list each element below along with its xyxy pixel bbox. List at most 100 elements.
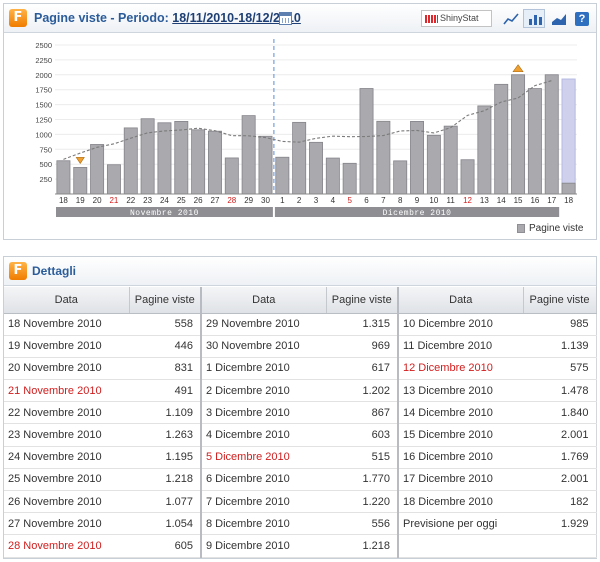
bar [342,162,357,195]
date-cell: Previsione per oggi [398,512,523,536]
bar [561,182,576,195]
area-chart-icon [552,14,566,25]
views-cell: 603 [326,423,399,447]
area-chart-button[interactable] [547,9,569,28]
table-row: 25 Novembre 2010 1.218 6 Dicembre 2010 1.77… [4,468,597,492]
date-cell: 16 Dicembre 2010 [398,446,523,469]
date-cell: 24 Novembre 2010 [4,446,129,469]
pageviews-panel: F Pagine viste - Periodo: 18/11/2010-18/… [3,3,597,240]
bar [410,121,424,195]
y-tick-label: 1500 [35,101,52,110]
x-tick-label: 5 [347,196,352,205]
col-date-header: Data [4,287,130,314]
x-tick-label: 16 [530,196,539,205]
x-tick-label: 19 [76,196,85,205]
x-tick-label: 27 [211,196,220,205]
col-views-header: Pagine viste [129,287,202,314]
views-cell: 182 [523,490,597,514]
views-cell: 556 [326,512,399,536]
x-tick-label: 15 [514,196,523,205]
views-cell: 1.109 [129,401,202,425]
y-tick-label: 750 [39,145,52,154]
views-cell: 1.139 [523,335,597,358]
month-band [274,207,560,217]
x-tick-label: 2 [297,196,302,205]
bar [224,157,239,195]
y-tick-label: 1250 [35,116,52,125]
x-tick-label: 8 [398,196,403,205]
bar [191,129,206,195]
views-cell: 575 [523,357,597,381]
x-tick-label: 28 [227,196,236,205]
views-cell: 491 [129,379,202,403]
date-cell: 26 Novembre 2010 [4,490,129,514]
month-band [56,207,273,217]
date-cell: 29 Novembre 2010 [201,313,326,336]
date-cell: 13 Dicembre 2010 [398,379,523,403]
date-cell: 8 Dicembre 2010 [201,512,326,536]
bar-chart-button[interactable] [523,9,545,28]
x-tick-label: 21 [109,196,118,205]
views-cell: 1.220 [326,490,399,514]
views-cell: 867 [326,401,399,425]
table-row: 24 Novembre 2010 1.195 5 Dicembre 2010 515 1… [4,446,597,469]
bar [174,121,189,195]
bar [208,130,222,195]
views-cell: 1.195 [129,446,202,469]
views-cell: 1.929 [523,512,597,536]
views-cell: 558 [129,313,202,336]
date-cell: 11 Dicembre 2010 [398,335,523,358]
bar [376,120,391,195]
help-icon: ? [575,12,589,26]
x-tick-label: 12 [463,196,472,205]
empty-cell [523,534,597,558]
date-cell: 3 Dicembre 2010 [201,401,326,425]
views-cell: 985 [523,313,597,336]
date-cell: 12 Dicembre 2010 [398,357,523,381]
bar [258,135,273,195]
table-row: 22 Novembre 2010 1.109 3 Dicembre 2010 867 1… [4,401,597,425]
bar [460,159,475,195]
x-tick-label: 22 [126,196,135,205]
x-tick-label: 23 [143,196,152,205]
views-cell: 2.001 [523,468,597,492]
x-tick-label: 25 [177,196,186,205]
date-cell: 23 Novembre 2010 [4,423,129,447]
details-header: F Dettagli [4,257,596,286]
date-cell: 25 Novembre 2010 [4,468,129,492]
help-button[interactable]: ? [571,9,593,28]
page-title: Pagine viste - Periodo: 18/11/2010-18/12… [34,11,301,25]
views-cell: 1.769 [523,446,597,469]
views-cell: 2.001 [523,423,597,447]
views-cell: 1.840 [523,401,597,425]
calendar-icon[interactable] [279,12,292,25]
views-cell: 1.478 [523,379,597,403]
period-link[interactable]: 18/11/2010-18/12/2010 [172,11,301,25]
x-tick-label: 17 [547,196,556,205]
table-row: 27 Novembre 2010 1.054 8 Dicembre 2010 556 P… [4,512,597,536]
date-cell: 17 Dicembre 2010 [398,468,523,492]
x-tick-label: 18 [59,196,68,205]
date-cell: 9 Dicembre 2010 [201,534,326,558]
date-cell: 5 Dicembre 2010 [201,446,326,469]
views-cell: 1.054 [129,512,202,536]
line-chart-button[interactable] [499,9,521,28]
col-date-header: Data [398,287,524,314]
x-tick-label: 6 [364,196,369,205]
details-header-row: Data Pagine viste Data Pagine viste Data… [4,287,597,314]
bar [90,144,105,195]
views-cell: 831 [129,357,202,381]
date-cell: 18 Novembre 2010 [4,313,129,336]
date-cell: 6 Dicembre 2010 [201,468,326,492]
col-views-header: Pagine viste [326,287,399,314]
date-cell: 7 Dicembre 2010 [201,490,326,514]
date-cell: 30 Novembre 2010 [201,335,326,358]
x-tick-label: 29 [244,196,253,205]
views-cell: 1.770 [326,468,399,492]
forecast-bar [561,78,576,195]
bar [393,160,408,195]
table-row: 23 Novembre 2010 1.263 4 Dicembre 2010 603 1… [4,423,597,447]
views-cell: 1.263 [129,423,202,447]
date-cell: 10 Dicembre 2010 [398,313,523,336]
empty-cell [398,534,523,558]
